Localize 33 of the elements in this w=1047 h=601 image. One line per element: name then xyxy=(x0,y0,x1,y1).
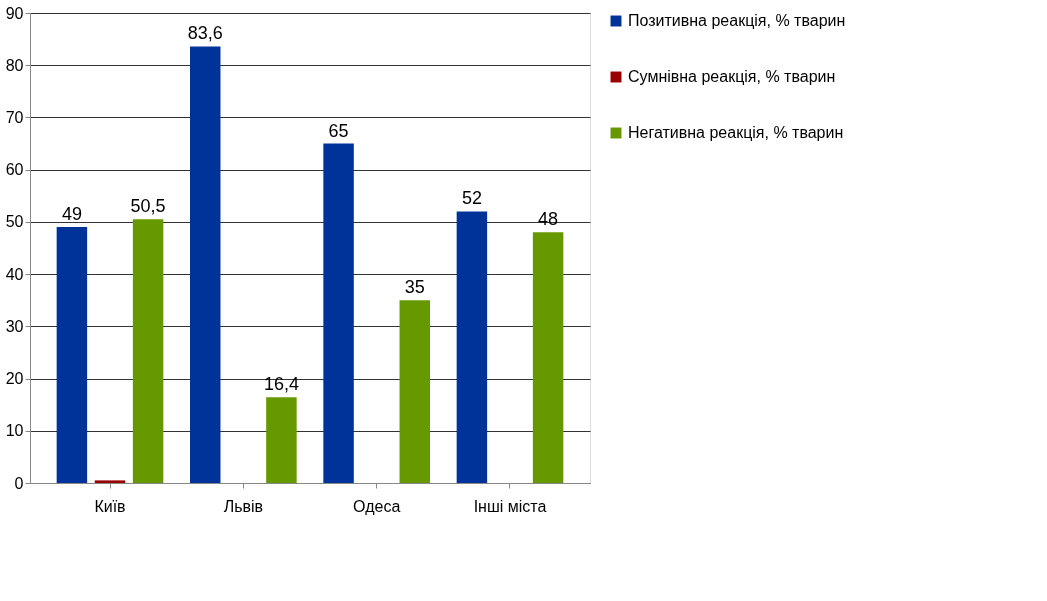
y-tick-label: 50 xyxy=(5,213,24,231)
data-label: 52 xyxy=(461,188,482,209)
y-tick-label: 20 xyxy=(5,370,24,388)
bar xyxy=(190,46,221,483)
bar xyxy=(399,300,430,483)
legend-label: Сумнівна реакція, % тварин xyxy=(628,68,836,85)
bar xyxy=(56,227,88,483)
data-label: 65 xyxy=(328,120,349,141)
data-label: 83,6 xyxy=(187,23,223,44)
bar xyxy=(532,232,564,483)
y-tick-label: 60 xyxy=(5,161,24,179)
data-label: 49 xyxy=(61,204,82,225)
legend-label: Позитивна реакція, % тварин xyxy=(628,12,846,29)
data-label: 35 xyxy=(404,277,425,298)
y-tick-label: 30 xyxy=(5,317,24,335)
x-tick-label: Київ xyxy=(94,497,126,515)
bar xyxy=(266,397,297,483)
data-label: 50,5 xyxy=(130,196,166,217)
y-tick-label: 80 xyxy=(5,56,24,74)
y-tick-label: 90 xyxy=(5,4,24,22)
bar xyxy=(456,211,488,483)
bar xyxy=(323,143,354,483)
legend-label: Негативна реакція, % тварин xyxy=(628,124,844,141)
bar xyxy=(94,480,126,483)
x-tick-label: Одеса xyxy=(353,497,401,515)
y-tick-label: 10 xyxy=(5,422,24,440)
x-tick-label: Інші міста xyxy=(473,497,547,515)
y-tick-label: 40 xyxy=(5,265,24,283)
x-tick-label: Львів xyxy=(223,497,264,515)
data-label: 16,4 xyxy=(263,374,299,395)
bar xyxy=(132,219,164,483)
y-tick-label: 0 xyxy=(14,474,24,492)
y-tick-label: 70 xyxy=(5,108,24,126)
